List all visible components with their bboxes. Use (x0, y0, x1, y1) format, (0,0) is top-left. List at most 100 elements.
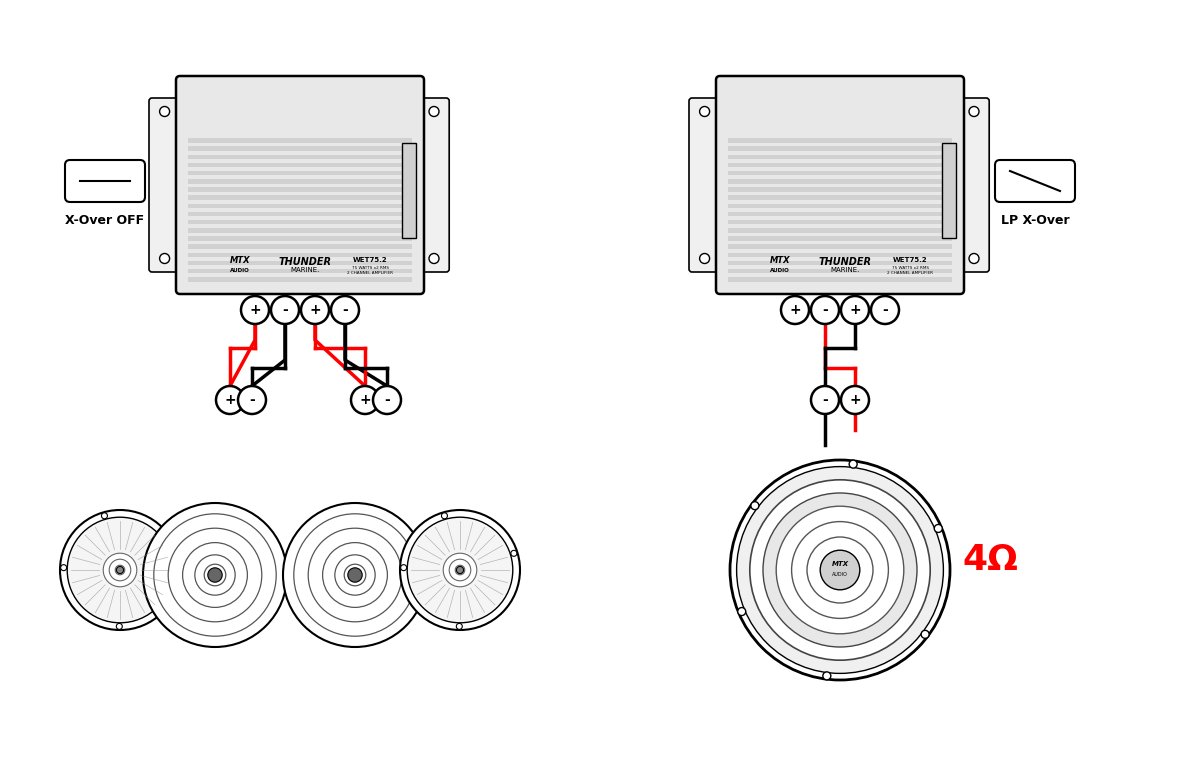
Text: +: + (359, 393, 371, 407)
Circle shape (841, 296, 869, 324)
Bar (188, 195, 412, 200)
Bar (188, 179, 412, 184)
Circle shape (823, 672, 830, 680)
Circle shape (401, 565, 407, 571)
Bar (188, 187, 412, 192)
Circle shape (301, 296, 329, 324)
FancyBboxPatch shape (65, 160, 145, 202)
Circle shape (792, 522, 888, 618)
Circle shape (103, 553, 137, 587)
Bar (188, 212, 412, 216)
Circle shape (216, 386, 244, 414)
Circle shape (511, 550, 517, 556)
Bar (728, 146, 952, 151)
Circle shape (116, 623, 122, 630)
Circle shape (430, 106, 439, 116)
Bar (728, 269, 952, 273)
Circle shape (352, 386, 379, 414)
FancyBboxPatch shape (176, 76, 424, 294)
Circle shape (373, 386, 401, 414)
Bar (728, 277, 952, 282)
Bar (188, 269, 412, 273)
Circle shape (763, 493, 917, 647)
Circle shape (67, 517, 173, 623)
Circle shape (60, 510, 180, 630)
Bar (728, 187, 952, 192)
Bar (728, 155, 952, 159)
Circle shape (294, 514, 416, 636)
Bar (188, 203, 412, 208)
Circle shape (102, 513, 108, 519)
FancyBboxPatch shape (149, 98, 180, 272)
Circle shape (182, 542, 247, 607)
Text: 75 WATTS x2 RMS: 75 WATTS x2 RMS (892, 266, 929, 270)
Text: -: - (822, 393, 828, 407)
Text: MTX: MTX (769, 256, 791, 265)
Text: AUDIO: AUDIO (832, 571, 848, 577)
Circle shape (776, 506, 904, 633)
Text: MTX: MTX (229, 256, 251, 265)
Bar (188, 155, 412, 159)
Circle shape (821, 550, 859, 590)
Bar (728, 220, 952, 224)
Circle shape (160, 106, 169, 116)
Circle shape (168, 528, 262, 622)
Bar (188, 261, 412, 265)
Bar (188, 252, 412, 257)
Circle shape (970, 253, 979, 263)
Bar (188, 245, 412, 249)
Circle shape (781, 296, 809, 324)
Text: -: - (822, 303, 828, 317)
Bar (728, 245, 952, 249)
Circle shape (109, 559, 131, 581)
Circle shape (194, 555, 235, 595)
Bar (728, 212, 952, 216)
Circle shape (700, 106, 709, 116)
Text: THUNDER: THUNDER (278, 257, 331, 267)
Circle shape (700, 253, 709, 263)
Circle shape (455, 565, 464, 575)
Circle shape (61, 565, 67, 571)
Circle shape (271, 296, 299, 324)
Circle shape (922, 630, 929, 638)
Circle shape (841, 386, 869, 414)
Circle shape (449, 559, 470, 581)
Text: AUDIO: AUDIO (770, 268, 790, 272)
Bar (728, 163, 952, 168)
FancyBboxPatch shape (958, 98, 989, 272)
FancyBboxPatch shape (418, 98, 449, 272)
Bar (188, 138, 412, 143)
Circle shape (730, 460, 950, 680)
Circle shape (750, 480, 930, 660)
Bar (188, 146, 412, 151)
Circle shape (400, 510, 520, 630)
Text: MTX: MTX (832, 561, 848, 567)
Text: 2 CHANNEL AMPLIFIER: 2 CHANNEL AMPLIFIER (887, 271, 934, 275)
Circle shape (241, 296, 269, 324)
Text: X-Over OFF: X-Over OFF (66, 213, 144, 226)
Circle shape (407, 517, 512, 623)
Circle shape (238, 386, 266, 414)
Circle shape (430, 253, 439, 263)
Bar (188, 171, 412, 175)
Text: 75 WATTS x2 RMS: 75 WATTS x2 RMS (352, 266, 389, 270)
Circle shape (808, 537, 874, 603)
Bar (728, 228, 952, 233)
Bar (188, 220, 412, 224)
Circle shape (344, 565, 366, 586)
Text: -: - (384, 393, 390, 407)
Bar (188, 277, 412, 282)
Text: MARINE.: MARINE. (290, 267, 319, 273)
Circle shape (442, 513, 448, 519)
Text: THUNDER: THUNDER (818, 257, 871, 267)
Circle shape (811, 296, 839, 324)
Circle shape (456, 623, 462, 630)
Text: -: - (342, 303, 348, 317)
Bar (188, 236, 412, 241)
Text: +: + (790, 303, 800, 317)
Circle shape (154, 514, 276, 636)
Circle shape (970, 106, 979, 116)
Text: -: - (282, 303, 288, 317)
Circle shape (308, 528, 402, 622)
Circle shape (935, 525, 942, 532)
